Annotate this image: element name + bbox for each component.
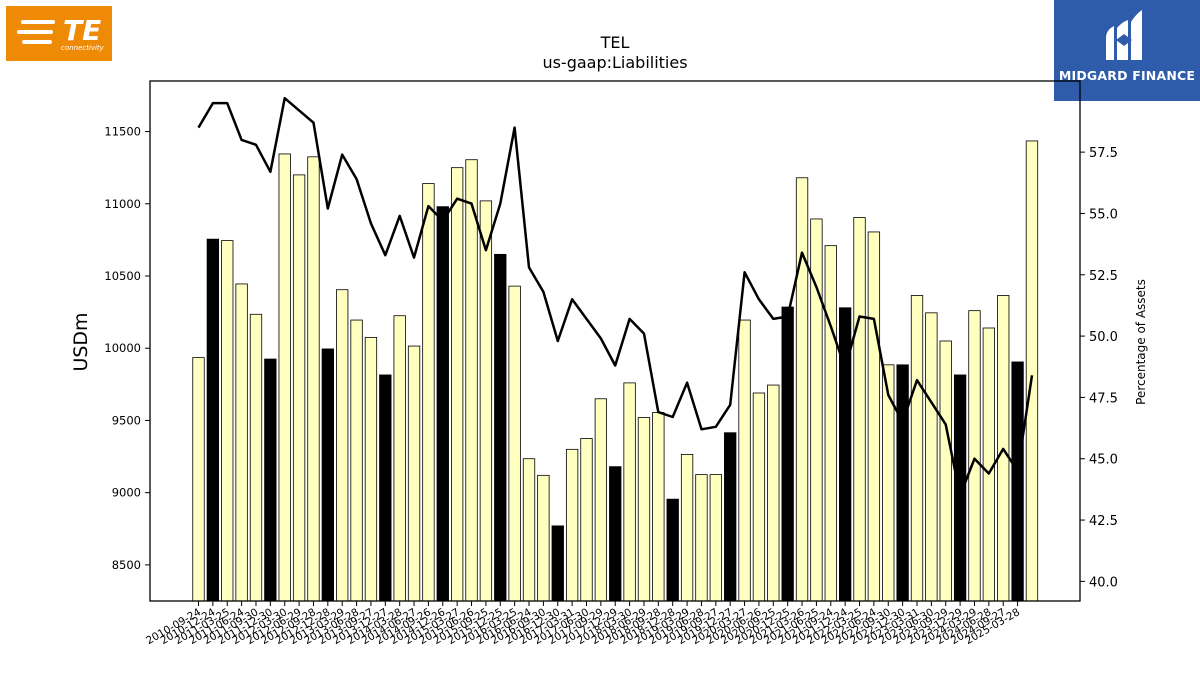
bar-1 bbox=[206, 238, 220, 602]
bar-41 bbox=[781, 306, 794, 602]
bar-42 bbox=[795, 177, 809, 602]
bar-29 bbox=[609, 466, 622, 602]
midgard-finance-text: MIDGARD FINANCE bbox=[1058, 68, 1196, 83]
y-tick-label-6: 11500 bbox=[104, 125, 141, 139]
y-tick-label-3: 10000 bbox=[104, 341, 141, 355]
bar-30 bbox=[623, 382, 636, 602]
bar-series bbox=[192, 140, 1039, 602]
y-axis-label: USDm bbox=[70, 312, 92, 371]
bar-23 bbox=[522, 458, 536, 602]
bar-51 bbox=[925, 312, 938, 602]
bar-46 bbox=[853, 217, 866, 602]
te-connectivity-logo: TE connectivity bbox=[6, 6, 112, 61]
bar-20 bbox=[479, 200, 493, 602]
bar-33 bbox=[666, 498, 679, 602]
bar-19 bbox=[465, 159, 478, 602]
y2-tick-label-2: 45.0 bbox=[1089, 453, 1118, 468]
y2-tick-label-1: 42.5 bbox=[1089, 514, 1118, 529]
midgard-finance-logo: MIDGARD FINANCE bbox=[1054, 0, 1200, 101]
bar-31 bbox=[637, 417, 651, 602]
bar-54 bbox=[968, 310, 981, 602]
bar-2 bbox=[221, 240, 234, 602]
bar-34 bbox=[680, 453, 694, 602]
bar-26 bbox=[565, 448, 579, 602]
bar-21 bbox=[494, 253, 507, 602]
bar-50 bbox=[910, 295, 924, 602]
bar-15 bbox=[407, 345, 421, 602]
bar-5 bbox=[264, 358, 277, 602]
bar-9 bbox=[321, 348, 334, 602]
y2-tick-label-5: 52.5 bbox=[1089, 269, 1118, 284]
bar-32 bbox=[652, 412, 665, 602]
bar-18 bbox=[451, 167, 464, 602]
bar-38 bbox=[738, 319, 751, 602]
y2-tick-label-7: 57.5 bbox=[1089, 146, 1118, 161]
bar-22 bbox=[508, 285, 521, 602]
bar-52 bbox=[939, 340, 952, 602]
bar-0 bbox=[192, 357, 205, 602]
bar-4 bbox=[249, 313, 263, 602]
y-tick-label-2: 9500 bbox=[112, 413, 141, 427]
y2-tick-label-4: 50.0 bbox=[1089, 330, 1118, 345]
pct-line-series bbox=[197, 96, 1034, 497]
bar-16 bbox=[422, 183, 435, 602]
y2-tick-label-0: 40.0 bbox=[1089, 575, 1118, 590]
bar-37 bbox=[724, 432, 737, 602]
axes: 8500 9000 9500 10000 10500 11000 11500 40.0 42.5… bbox=[104, 80, 1118, 647]
bar-13 bbox=[379, 374, 392, 602]
bar-3 bbox=[235, 283, 248, 602]
y-tick-label-4: 10500 bbox=[104, 269, 141, 283]
bar-49 bbox=[896, 364, 909, 602]
midgard-emblem-icon bbox=[1106, 10, 1142, 60]
y2-axis-label: Percentage of Assets bbox=[1134, 279, 1148, 405]
bar-39 bbox=[752, 392, 766, 602]
bar-10 bbox=[336, 289, 349, 602]
te-stripes-icon bbox=[17, 20, 55, 44]
pct-of-assets-line bbox=[197, 96, 1034, 497]
bar-8 bbox=[307, 156, 320, 602]
y-tick-label-1: 9000 bbox=[112, 486, 141, 500]
bar-6 bbox=[278, 153, 291, 602]
y2-tick-label-3: 47.5 bbox=[1089, 391, 1118, 406]
y-tick-label-0: 8500 bbox=[112, 558, 141, 572]
bar-17 bbox=[436, 206, 449, 602]
bar-35 bbox=[695, 474, 708, 602]
bar-7 bbox=[292, 174, 306, 602]
bar-25 bbox=[551, 525, 564, 602]
chart-title: TEL bbox=[600, 33, 630, 52]
bar-28 bbox=[594, 398, 608, 602]
bar-44 bbox=[824, 245, 837, 602]
te-logo-text: TE bbox=[63, 14, 102, 47]
bar-24 bbox=[537, 474, 550, 602]
bar-58 bbox=[1025, 140, 1039, 602]
bar-40 bbox=[767, 384, 780, 602]
bar-36 bbox=[709, 474, 722, 602]
bar-11 bbox=[350, 319, 363, 602]
bar-57 bbox=[1011, 361, 1024, 602]
bar-12 bbox=[364, 336, 378, 602]
bar-27 bbox=[580, 438, 593, 602]
bar-47 bbox=[867, 231, 881, 602]
te-logo-tagline: connectivity bbox=[61, 44, 104, 52]
chart-subtitle: us-gaap:Liabilities bbox=[542, 53, 687, 72]
y-tick-label-5: 11000 bbox=[104, 197, 141, 211]
bar-14 bbox=[393, 315, 406, 602]
y2-tick-label-6: 55.0 bbox=[1089, 207, 1118, 222]
